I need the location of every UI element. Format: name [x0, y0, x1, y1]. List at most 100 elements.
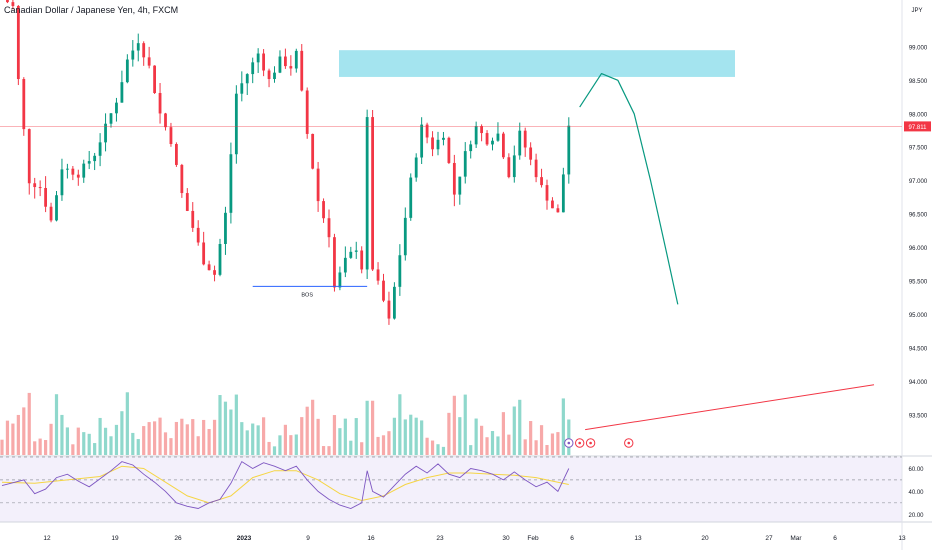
volume-bar	[425, 437, 429, 455]
volume-bar	[294, 434, 298, 455]
candle-body	[551, 200, 554, 209]
price-tick: 95.500	[909, 280, 928, 286]
volume-bar	[365, 400, 369, 455]
candle-body	[224, 212, 227, 245]
volume-bar	[545, 444, 549, 455]
time-tick: 30	[502, 535, 510, 542]
volume-bar	[76, 427, 80, 455]
candle-body	[316, 168, 320, 202]
candle-body	[534, 159, 538, 178]
candle-body	[180, 164, 184, 194]
volume-bar	[196, 436, 200, 455]
volume-bar	[256, 425, 260, 455]
candle-body	[502, 133, 505, 158]
candle-body	[420, 124, 424, 158]
rsi-panel-bg	[0, 457, 902, 522]
candle-body	[213, 270, 216, 275]
candle-body	[469, 144, 473, 152]
volume-bar	[392, 417, 396, 455]
volume-bar	[207, 428, 211, 455]
volume-bar	[131, 432, 135, 455]
candle-body	[485, 133, 489, 145]
time-tick: 6	[833, 535, 837, 542]
volume-bar	[469, 445, 473, 455]
volume-bar	[65, 427, 69, 455]
time-tick: 26	[174, 535, 182, 542]
candle-body	[289, 66, 293, 69]
volume-bar	[234, 394, 238, 455]
flag-icon-dot	[627, 441, 631, 445]
time-tick: 19	[111, 535, 119, 542]
candle-body	[442, 137, 445, 140]
volume-bar	[420, 420, 424, 455]
candle-body	[393, 286, 396, 319]
volume-bar	[376, 436, 380, 455]
time-tick: Mar	[790, 535, 802, 542]
price-tick: 97.000	[909, 179, 928, 185]
volume-bar	[338, 428, 342, 455]
flag-icon-dot	[589, 441, 592, 445]
volume-bar	[93, 443, 97, 455]
candle-body	[60, 169, 64, 196]
flag-icon-dot	[578, 441, 581, 445]
volume-bar	[289, 435, 293, 455]
volume-bar	[136, 439, 140, 455]
candle-body	[567, 125, 571, 175]
time-tick: 13	[898, 535, 906, 542]
candle-body	[87, 161, 91, 164]
volume-bar	[447, 412, 451, 455]
volume-bar	[436, 444, 440, 455]
candle-body	[191, 210, 195, 228]
price-tick: 99.000	[909, 45, 928, 51]
candle-body	[403, 217, 407, 256]
price-tick: 94.500	[909, 346, 928, 352]
candle-body	[104, 123, 107, 143]
forecast-curve	[579, 73, 679, 305]
volume-bar	[311, 399, 315, 455]
candle-body	[27, 129, 31, 184]
candle-body	[311, 133, 315, 169]
candle-body	[474, 126, 478, 145]
volume-bar	[452, 395, 456, 455]
volume-bar	[550, 433, 555, 455]
volume-bar	[332, 415, 337, 455]
volume-bar	[561, 398, 565, 455]
candle-body	[425, 124, 429, 138]
volume-bar	[496, 436, 500, 455]
volume-bar	[463, 394, 467, 455]
price-tick: 94.000	[909, 380, 928, 386]
time-tick: 16	[367, 535, 375, 542]
volume-bar	[82, 432, 86, 455]
volume-bar	[125, 392, 129, 455]
volume-bar	[16, 414, 20, 455]
candle-body	[66, 168, 69, 170]
volume-bar	[251, 423, 255, 455]
candle-body	[93, 155, 97, 162]
volume-bar	[327, 446, 331, 455]
candle-body	[11, 2, 15, 6]
volume-bar	[169, 438, 173, 455]
candle-body	[436, 139, 440, 150]
volume-bar	[501, 412, 505, 455]
volume-bar	[11, 423, 15, 455]
volume-bar	[518, 399, 522, 455]
candle-body	[305, 90, 309, 134]
bos-label: BOS	[301, 292, 313, 298]
volume-bar	[191, 419, 195, 455]
time-tick: 27	[765, 535, 773, 542]
time-tick: 6	[570, 535, 574, 542]
volume-bar	[109, 436, 113, 455]
candle-body	[556, 208, 560, 213]
chart-title: Canadian Dollar / Japanese Yen, 4h, FXCM	[4, 5, 179, 15]
candle-body	[338, 272, 342, 288]
candle-body	[463, 151, 467, 177]
candle-body	[294, 50, 298, 69]
time-tick: 12	[43, 535, 51, 542]
volume-bar	[480, 425, 484, 455]
time-tick: 23	[436, 535, 444, 542]
volume-bar	[174, 421, 178, 455]
candle-body	[452, 162, 456, 195]
candle-body	[458, 176, 462, 195]
